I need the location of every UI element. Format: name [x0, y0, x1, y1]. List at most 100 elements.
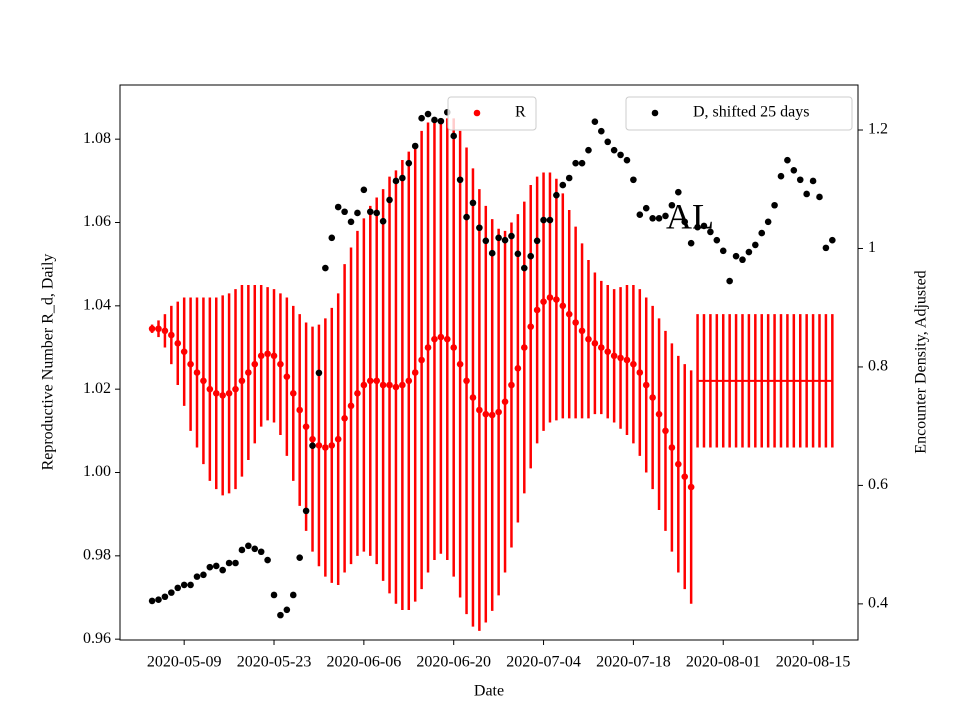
data-point: [392, 177, 400, 185]
data-point: [540, 298, 547, 305]
data-point: [379, 217, 387, 225]
data-point: [155, 596, 162, 604]
data-point: [501, 236, 509, 244]
data-point: [405, 159, 413, 167]
legend-marker: [651, 109, 659, 117]
data-point: [386, 196, 393, 204]
data-point: [623, 156, 631, 164]
data-point: [257, 548, 265, 556]
legend-label: D, shifted 25 days: [693, 104, 809, 121]
y-tick-label: 1.08: [83, 130, 111, 147]
data-point: [675, 188, 682, 196]
data-point: [180, 348, 188, 355]
y2-tick-label: 0.4: [868, 595, 888, 612]
data-point: [675, 460, 682, 468]
y-tick-label: 1.00: [83, 463, 111, 480]
data-point: [411, 142, 419, 150]
data-point: [745, 248, 753, 256]
data-point: [334, 435, 342, 443]
data-point: [809, 177, 817, 185]
data-point: [713, 236, 721, 244]
data-point: [655, 410, 663, 418]
data-point: [668, 444, 676, 451]
data-point: [469, 199, 477, 207]
data-point: [739, 256, 746, 264]
legend-box: [625, 96, 853, 131]
data-point: [219, 566, 226, 574]
data-point: [565, 174, 573, 182]
data-point: [501, 398, 509, 405]
data-point: [604, 138, 612, 146]
data-point: [283, 606, 291, 614]
data-point: [732, 252, 740, 260]
data-point: [289, 591, 297, 599]
data-point: [623, 356, 631, 364]
data-point: [443, 335, 451, 343]
data-point: [771, 201, 778, 209]
data-point: [687, 483, 695, 491]
data-point: [238, 546, 246, 554]
data-point: [533, 306, 541, 314]
data-point: [302, 423, 310, 430]
data-point: [168, 589, 175, 596]
x-axis-label: Date: [474, 683, 504, 700]
data-point: [456, 176, 464, 184]
data-point: [559, 302, 567, 310]
data-point: [245, 542, 252, 550]
x-tick-label: 2020-08-15: [776, 654, 851, 671]
data-point: [392, 383, 400, 391]
data-point: [636, 369, 644, 376]
data-point: [270, 591, 278, 599]
data-point: [161, 327, 169, 335]
data-point: [636, 211, 644, 219]
data-point: [431, 116, 438, 124]
data-point: [405, 377, 413, 385]
data-point: [546, 294, 554, 301]
data-point: [668, 201, 676, 209]
data-point: [219, 392, 226, 399]
data-point: [354, 390, 361, 397]
y2-tick-label: 0.6: [868, 476, 888, 493]
data-point: [232, 559, 239, 567]
data-point: [251, 360, 259, 368]
data-point: [822, 244, 830, 252]
data-point: [630, 360, 637, 368]
data-point: [379, 381, 387, 389]
y-tick-label: 1.06: [83, 213, 111, 230]
data-point: [309, 435, 316, 443]
data-point: [495, 408, 502, 416]
data-point: [816, 193, 823, 201]
data-point: [758, 229, 766, 237]
data-point: [225, 390, 233, 397]
data-point: [578, 327, 586, 335]
data-point: [296, 554, 303, 561]
data-point: [707, 228, 714, 236]
data-point: [591, 340, 599, 347]
data-point: [328, 234, 336, 242]
data-point: [533, 237, 541, 245]
data-point: [347, 218, 355, 226]
data-point: [662, 427, 669, 435]
data-point: [155, 325, 162, 333]
data-point: [476, 224, 483, 232]
data-point: [264, 556, 271, 564]
data-point: [399, 174, 406, 182]
data-point: [700, 222, 708, 230]
x-tick-label: 2020-06-20: [416, 654, 491, 671]
data-point: [347, 402, 355, 410]
data-point: [161, 593, 169, 601]
data-point: [752, 241, 759, 249]
data-point: [341, 208, 348, 216]
data-point: [540, 216, 547, 224]
data-point: [264, 350, 271, 358]
y-tick-label: 1.04: [83, 297, 111, 314]
data-point: [322, 264, 329, 272]
data-point: [187, 360, 194, 368]
data-point: [463, 213, 470, 221]
data-point: [726, 277, 733, 285]
data-point: [277, 360, 284, 368]
data-point: [399, 381, 406, 389]
data-point: [334, 203, 342, 211]
data-point: [193, 369, 201, 376]
data-point: [424, 110, 432, 118]
